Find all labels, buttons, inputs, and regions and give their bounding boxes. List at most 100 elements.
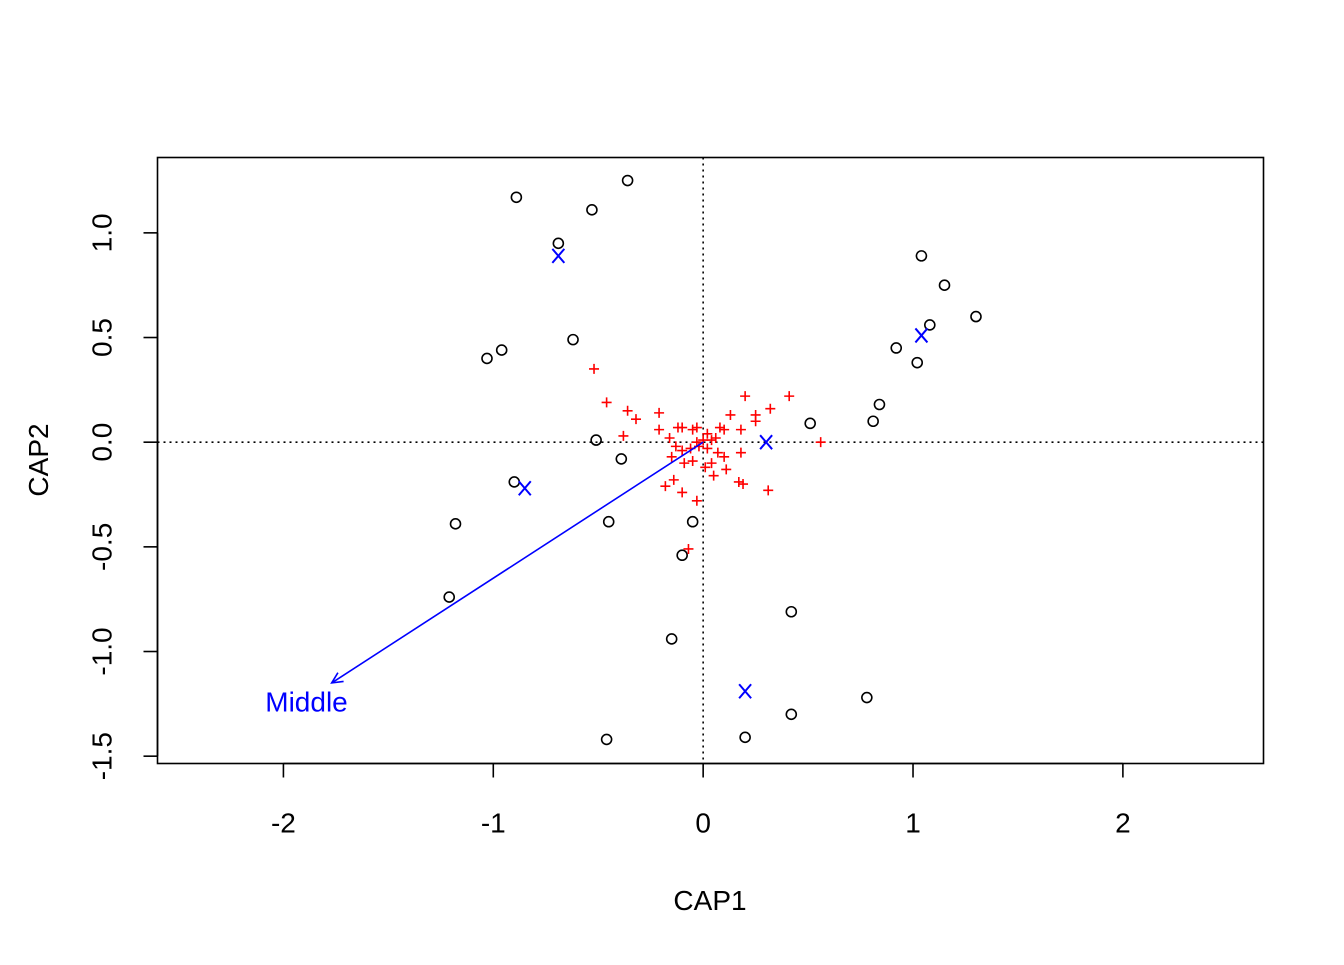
x-tick-label-4: 2 (1115, 808, 1131, 839)
y-axis-label: CAP2 (23, 423, 54, 496)
y-tick-label-4: 0.5 (87, 318, 118, 357)
species-point-42 (691, 495, 702, 506)
species-point-13 (706, 435, 717, 446)
species-point-32 (666, 451, 677, 462)
x-axis-label: CAP1 (673, 885, 746, 916)
species-point-10 (687, 424, 698, 435)
site-point-12 (911, 356, 924, 369)
site-point-25 (785, 605, 798, 618)
species-point-39 (668, 474, 679, 485)
species-point-3 (630, 414, 641, 425)
site-point-15 (804, 417, 816, 430)
site-point-27 (785, 708, 798, 721)
site-point-16 (590, 434, 602, 446)
species-point-48 (710, 432, 721, 443)
centroid-point-3 (518, 480, 532, 496)
species-point-17 (735, 424, 746, 435)
site-point-9 (970, 310, 982, 323)
y-tick-label-3: 0.0 (87, 423, 118, 462)
site-point-7 (915, 250, 928, 262)
site-point-6 (495, 344, 508, 356)
biplot-arrow-head-0 (330, 672, 344, 684)
site-point-4 (567, 333, 579, 346)
species-point-38 (721, 464, 732, 475)
species-point-31 (735, 447, 746, 458)
species-point-5 (654, 407, 665, 418)
species-point-35 (706, 458, 717, 469)
reference-lines (157, 157, 1264, 764)
species-point-18 (740, 391, 751, 402)
species-point-0 (589, 363, 600, 374)
species-point-4 (618, 430, 629, 441)
species-point-14 (714, 422, 725, 433)
species-point-29 (712, 447, 723, 458)
species-point-25 (677, 445, 688, 456)
species-point-40 (660, 481, 671, 492)
site-point-24 (665, 633, 678, 645)
site-point-23 (443, 591, 456, 603)
y-axis: -1.5 -1.0 -0.5 0.0 0.5 1.0 (87, 213, 159, 780)
species-point-46 (683, 543, 694, 554)
site-point-11 (890, 342, 903, 354)
species-point-2 (622, 405, 633, 416)
site-point-29 (600, 733, 613, 746)
species-point-16 (725, 409, 736, 420)
site-point-14 (867, 415, 879, 428)
species-point-20 (750, 416, 761, 427)
species-point-23 (815, 437, 826, 448)
y-tick-label-1: -1.0 (87, 627, 118, 675)
site-point-1 (621, 174, 634, 187)
species-point-7 (664, 432, 675, 443)
site-points (443, 174, 982, 746)
centroid-point-4 (738, 683, 752, 699)
species-point-22 (784, 391, 795, 402)
biplot-arrow-label-0: Middle (265, 687, 347, 718)
y-tick-label-2: -0.5 (87, 523, 118, 571)
site-point-21 (686, 515, 699, 528)
species-point-9 (677, 422, 688, 433)
site-point-19 (449, 518, 462, 530)
site-point-0 (510, 191, 523, 204)
centroid-point-1 (914, 327, 929, 344)
species-point-37 (708, 470, 719, 481)
x-tick-label-2: 0 (695, 808, 711, 839)
species-point-30 (719, 451, 730, 462)
site-point-17 (615, 453, 628, 465)
species-point-12 (702, 428, 713, 439)
x-tick-label-0: -2 (271, 808, 296, 839)
species-point-43 (733, 476, 744, 487)
species-point-1 (601, 397, 612, 408)
species-point-47 (698, 435, 709, 446)
site-point-20 (602, 515, 615, 528)
site-point-13 (873, 398, 886, 411)
site-point-22 (676, 549, 688, 562)
species-point-45 (763, 485, 774, 496)
centroid-points (518, 248, 929, 699)
centroid-point-2 (759, 434, 773, 450)
site-point-26 (861, 691, 873, 704)
biplot-arrows: Middle (265, 441, 704, 718)
site-point-5 (481, 352, 493, 365)
biplot-arrow-line-0 (331, 441, 704, 684)
site-point-10 (924, 319, 936, 331)
species-point-28 (702, 443, 713, 454)
x-tick-label-1: -1 (481, 808, 506, 839)
species-point-15 (719, 424, 730, 435)
species-point-44 (738, 479, 749, 490)
site-point-2 (586, 204, 598, 216)
site-point-28 (739, 731, 751, 744)
species-point-33 (679, 458, 690, 469)
species-point-6 (654, 424, 665, 435)
y-tick-label-5: 1.0 (87, 213, 118, 252)
species-point-36 (700, 462, 711, 473)
centroid-point-0 (551, 248, 566, 264)
species-point-11 (691, 422, 702, 433)
site-point-3 (552, 237, 565, 250)
x-axis: -2 -1 0 1 2 (271, 762, 1131, 839)
species-point-21 (765, 403, 776, 414)
x-tick-label-3: 1 (905, 808, 921, 839)
species-point-41 (677, 487, 688, 498)
species-point-34 (687, 456, 698, 467)
